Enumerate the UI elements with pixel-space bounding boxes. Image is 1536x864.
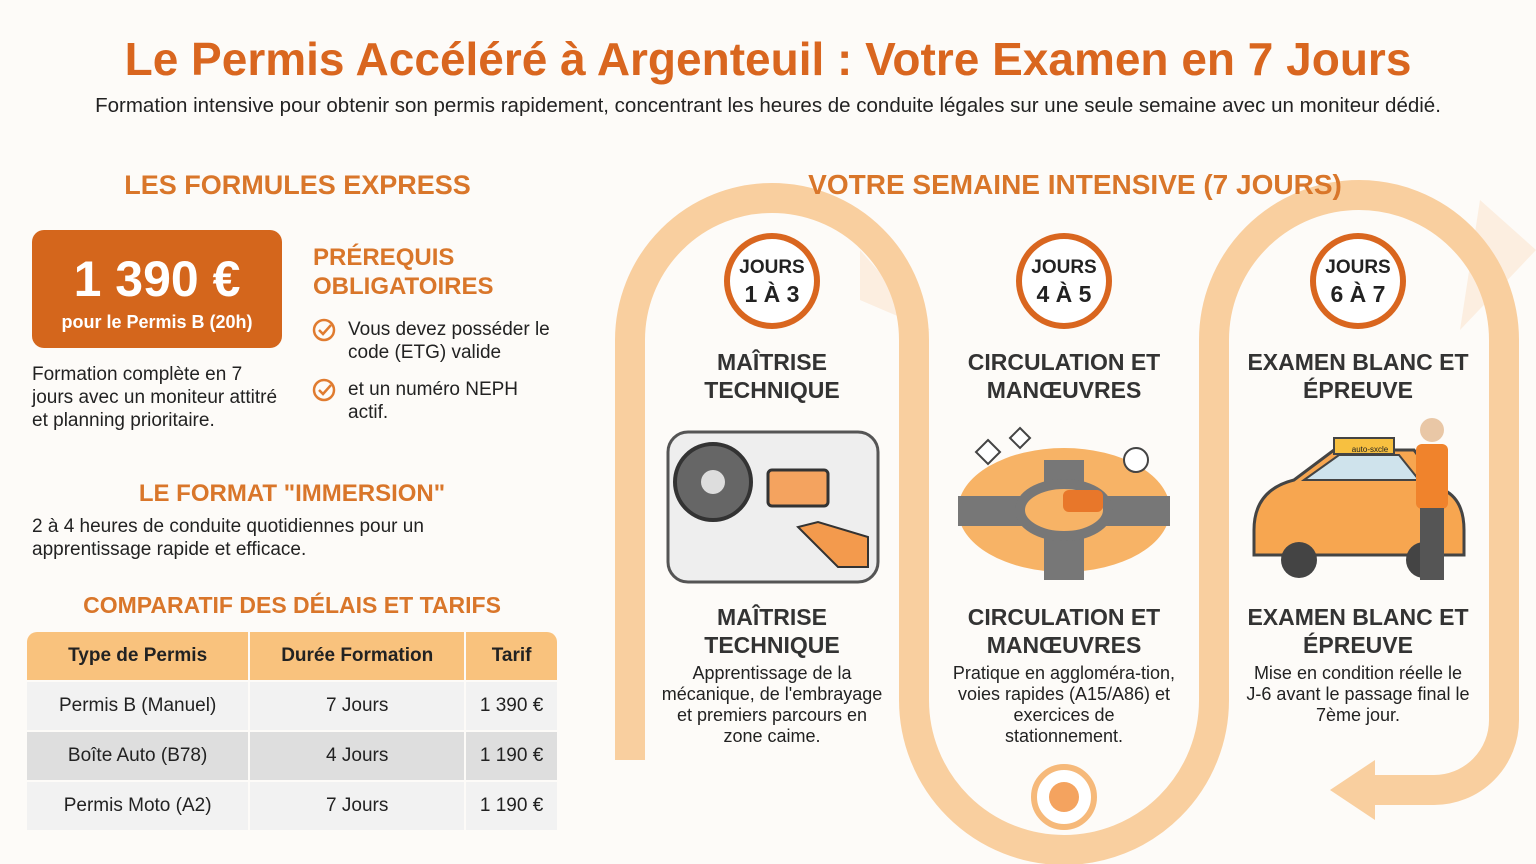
prereq-item: et un numéro NEPH actif. — [348, 379, 519, 423]
badge-days: 1 À 3 — [744, 281, 800, 307]
column-header: Type de Permis — [27, 632, 249, 680]
check-icons — [312, 318, 336, 402]
step-title: CIRCULATION ET MANŒUVRES — [967, 349, 1161, 403]
step-title: MAÎTRISE TECHNIQUE — [704, 349, 840, 403]
badge-label: JOURS — [739, 257, 805, 278]
title: Le Permis Accéléré à Argenteuil : Votre … — [124, 33, 1412, 85]
cell: 4 Jours — [326, 745, 389, 766]
prereq-heading: PRÉREQUIS OBLIGATOIRES — [313, 244, 494, 300]
subtitle: Formation intensive pour obtenir son per… — [95, 94, 1441, 117]
step-description: Mise en condition réelle le J-6 avant le… — [1246, 663, 1470, 725]
day-badge: JOURS 4 À 5 — [1016, 233, 1112, 329]
step-description: Pratique en aggloméra-tion, voies rapide… — [952, 663, 1176, 746]
cell: Permis B (Manuel) — [58, 695, 217, 716]
description: Formation complète en 7 jours avec un mo… — [32, 364, 278, 431]
cell: 1 390 € — [479, 695, 544, 716]
badge-label: JOURS — [1325, 257, 1391, 278]
cell: Boîte Auto (B78) — [67, 745, 208, 766]
day-badge: JOURS 1 À 3 — [724, 233, 820, 329]
price-box: 1 390 € pour le Permis B (20h) — [32, 230, 282, 348]
section-heading: LES FORMULES EXPRESS — [124, 170, 471, 200]
column-header: Durée Formation — [250, 632, 465, 680]
section-heading: COMPARATIF DES DÉLAIS ET TARIFS — [83, 592, 501, 618]
car-sign: auto-sxcle — [1351, 445, 1389, 454]
badge-days: 4 À 5 — [1036, 281, 1092, 307]
cell: 1 190 € — [479, 795, 544, 816]
step-description: Apprentissage de la mécanique, de l'embr… — [661, 663, 883, 746]
cell: 1 190 € — [479, 745, 544, 766]
cell: Permis Moto (A2) — [63, 795, 212, 816]
badge-label: JOURS — [1031, 257, 1097, 278]
step-title: EXAMEN BLANC ET ÉPREUVE — [1247, 349, 1469, 403]
step-caption-title: MAÎTRISE TECHNIQUE — [704, 604, 840, 658]
price-note: pour le Permis B (20h) — [61, 312, 253, 332]
step-caption-title: EXAMEN BLANC ET ÉPREUVE — [1247, 604, 1469, 658]
step-caption-title: CIRCULATION ET MANŒUVRES — [967, 604, 1161, 658]
badge-days: 6 À 7 — [1330, 281, 1386, 307]
cell: 7 Jours — [326, 695, 389, 716]
immersion-text: 2 à 4 heures de conduite quotidiennes po… — [32, 516, 424, 560]
price: 1 390 € — [73, 251, 241, 307]
section-heading: VOTRE SEMAINE INTENSIVE (7 JOURS) — [808, 169, 1342, 200]
prereq-item: Vous devez posséder le code (ETG) valide — [348, 319, 550, 363]
cell: 7 Jours — [326, 795, 389, 816]
comparison-table: Type de Permis Durée Formation Tarif Permi… — [25, 630, 559, 832]
column-header: Tarif — [466, 632, 557, 680]
day-badge: JOURS 6 À 7 — [1310, 233, 1406, 329]
section-heading: LE FORMAT "IMMERSION" — [138, 480, 446, 507]
